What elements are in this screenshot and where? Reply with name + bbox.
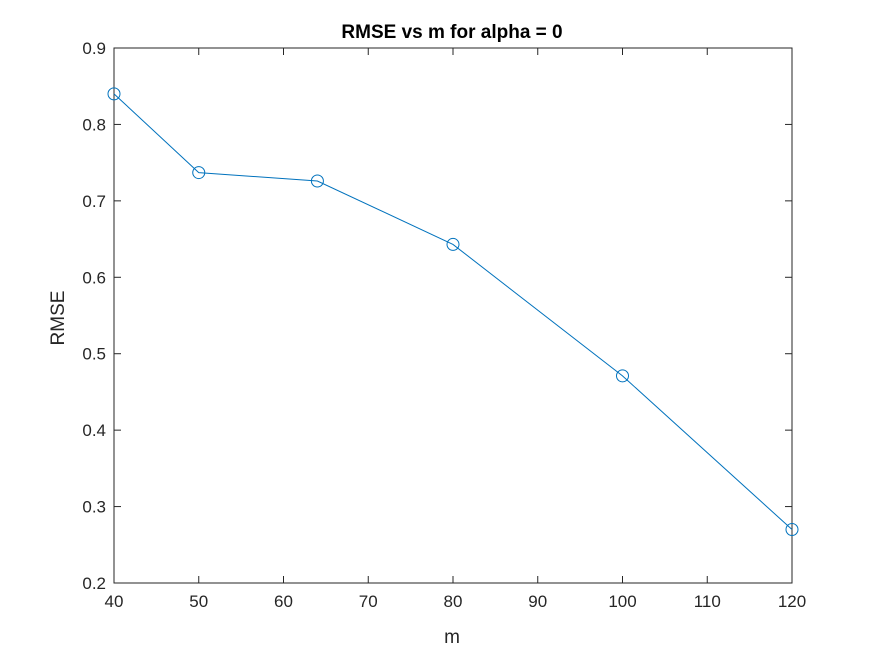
data-point-marker [192,166,206,180]
x-tick-label: 70 [359,592,378,611]
plot-area: 40 50 60 70 80 90 100 110 120 0.2 0.3 0.4 0.5 0.6 0.7 0… [82,39,806,611]
x-tick-label: 50 [189,592,208,611]
y-tick-label: 0.9 [82,39,106,58]
x-tick-label: 60 [274,592,293,611]
data-point-marker [107,87,121,101]
x-tick-label: 120 [778,592,806,611]
y-tick-label: 0.5 [82,345,106,364]
chart-title: RMSE vs m for alpha = 0 [341,22,562,43]
y-tick-label: 0.2 [82,574,106,593]
data-point-marker [446,237,460,251]
x-tick-label: 90 [528,592,547,611]
y-tick-label: 0.4 [82,421,106,440]
data-point-marker [785,523,799,536]
y-axis-label: RMSE [48,291,69,346]
series-line [113,93,793,530]
x-axis-label: m [444,627,460,648]
x-tick-label: 110 [694,592,721,611]
y-tick-label: 0.8 [82,115,106,134]
data-point-marker [616,369,629,383]
x-tick-label: 100 [608,592,636,611]
y-tick-label: 0.7 [82,192,106,211]
x-tick-label: 80 [444,592,463,611]
y-tick-label: 0.3 [82,498,106,517]
x-tick-label: 40 [105,592,124,611]
data-point-marker [310,174,324,188]
y-tick-label: 0.6 [82,268,106,287]
